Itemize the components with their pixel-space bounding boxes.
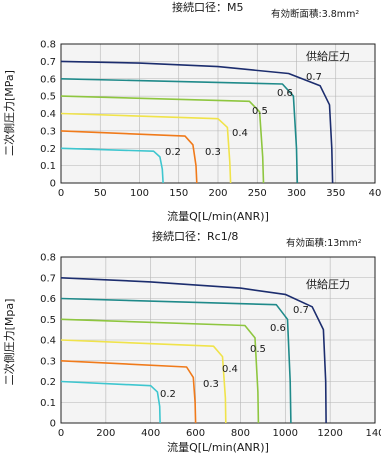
y-axis-label: 二次側圧力[Mpa] [2,299,16,386]
x-tick-label: 400 [141,428,160,439]
chart-title: 接続口径：M5 [172,0,244,14]
series-line [60,130,198,184]
x-tick-label: 0 [58,428,64,439]
x-tick-label: 1200 [317,428,342,439]
x-tick-label: 300 [287,188,306,199]
series-line [60,277,327,424]
chart-m5: 接続口径：M5 有効断面積:3.8mm² 0 50 100 150 200 250 300 350… [0,0,381,226]
y-tick-label: 0.7 [40,273,56,284]
y-tick-label: 0.3 [40,356,56,367]
x-tick-label: 600 [186,428,205,439]
series-line [60,318,260,424]
series-line [60,147,164,184]
y-tick-label: 0.7 [40,57,56,68]
series-line [60,95,265,184]
x-tick-label: 50 [94,188,107,199]
x-tick-label: 150 [169,188,188,199]
x-tick-label: 200 [208,188,227,199]
y-tick-label: 0.2 [40,144,56,155]
x-tick-label: 800 [231,428,250,439]
y-tick-label: 0.5 [40,315,56,326]
x-axis-label: 流量Q[L/min(ANR)] [167,440,269,453]
chart-svg: 接続口径：Rc1/8 有効面積:13mm² 0 200 400 600 800 1000 120… [2,229,381,453]
legend-title: 供給圧力 [306,277,350,291]
series-label: 0.2 [165,147,181,158]
x-tick-label: 100 [130,188,149,199]
series-label: 0.7 [306,72,322,83]
series-line [60,339,227,424]
x-tick-label: 40 [369,188,381,199]
x-tick-label: 140 [365,428,381,439]
x-axis-label: 流量Q[L/min(ANR)] [167,209,269,223]
y-tick-label: 0.1 [40,398,56,409]
series-label: 0.6 [270,323,286,334]
y-tick-label: 0.4 [40,336,56,347]
x-tick-label: 0 [58,188,64,199]
series-label: 0.7 [293,305,309,316]
series-label: 0.4 [222,364,238,375]
chart-rc18: 接続口径：Rc1/8 有効面積:13mm² 0 200 400 600 800 1000 120… [0,227,381,453]
x-tick-label: 200 [96,428,115,439]
y-tick-label: 0.2 [40,377,56,388]
chart-title: 接続口径：Rc1/8 [152,229,238,243]
chart-subtitle: 有効面積:13mm² [286,237,362,249]
series-label: 0.5 [250,344,266,355]
series-label: 0.3 [205,147,221,158]
y-axis-label: 二次側圧力[MPa] [2,70,16,156]
series-label: 0.4 [232,128,248,139]
series-line [60,112,232,184]
y-tick-label: 0 [50,179,56,190]
series-line [60,297,292,424]
chart-subtitle: 有効断面積:3.8mm² [271,8,359,20]
y-tick-label: 0.6 [40,294,56,305]
series-label: 0.5 [252,106,268,117]
legend-title: 供給圧力 [306,49,350,63]
y-tick-label: 0.8 [40,253,56,264]
x-tick-label: 1000 [273,428,298,439]
y-tick-label: 0 [50,419,56,430]
series-line [60,360,197,424]
y-tick-label: 0.1 [40,161,56,172]
series-label: 0.2 [160,389,176,400]
y-tick-label: 0.5 [40,92,56,103]
chart-svg: 接続口径：M5 有効断面積:3.8mm² 0 50 100 150 200 250 300 350… [2,0,381,223]
series-line [60,78,299,184]
series-label: 0.3 [203,379,219,390]
y-tick-label: 0.3 [40,126,56,137]
y-tick-label: 0.6 [40,74,56,85]
series-line [60,380,161,424]
series-line [60,60,334,184]
series-label: 0.6 [277,88,293,99]
y-tick-label: 0.8 [40,40,56,51]
x-tick-label: 350 [326,188,345,199]
y-tick-label: 0.4 [40,109,56,120]
x-tick-label: 250 [248,188,267,199]
